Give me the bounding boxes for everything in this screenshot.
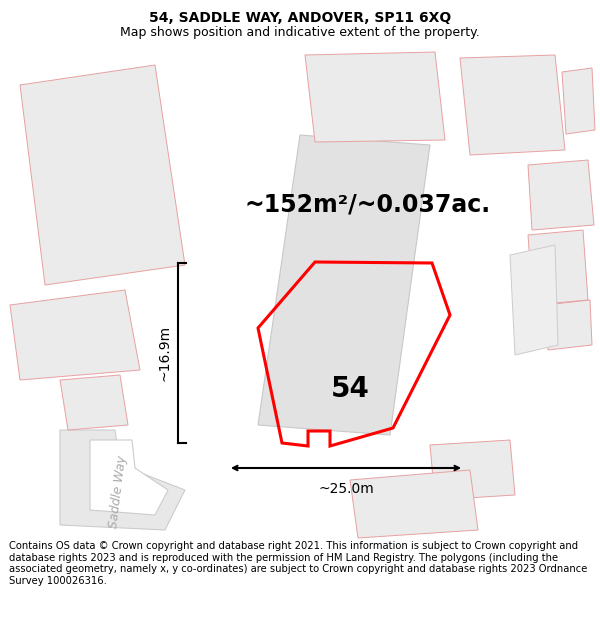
Polygon shape — [258, 135, 430, 435]
Polygon shape — [60, 430, 185, 530]
Text: 54: 54 — [331, 375, 370, 403]
Polygon shape — [10, 290, 140, 380]
Polygon shape — [528, 230, 588, 305]
Polygon shape — [562, 68, 595, 134]
Text: Saddle Way: Saddle Way — [107, 455, 129, 529]
Text: 54, SADDLE WAY, ANDOVER, SP11 6XQ: 54, SADDLE WAY, ANDOVER, SP11 6XQ — [149, 11, 451, 25]
Polygon shape — [528, 160, 594, 230]
Text: ~25.0m: ~25.0m — [318, 482, 374, 496]
Polygon shape — [305, 52, 445, 142]
Polygon shape — [430, 440, 515, 500]
Polygon shape — [460, 55, 565, 155]
Polygon shape — [90, 440, 168, 515]
Polygon shape — [20, 65, 185, 285]
Polygon shape — [350, 470, 478, 538]
Polygon shape — [510, 245, 558, 355]
Text: Contains OS data © Crown copyright and database right 2021. This information is : Contains OS data © Crown copyright and d… — [9, 541, 587, 586]
Polygon shape — [545, 300, 592, 350]
Text: ~152m²/~0.037ac.: ~152m²/~0.037ac. — [245, 193, 491, 217]
Text: Map shows position and indicative extent of the property.: Map shows position and indicative extent… — [120, 26, 480, 39]
Text: ~16.9m: ~16.9m — [158, 325, 172, 381]
Polygon shape — [60, 375, 128, 430]
